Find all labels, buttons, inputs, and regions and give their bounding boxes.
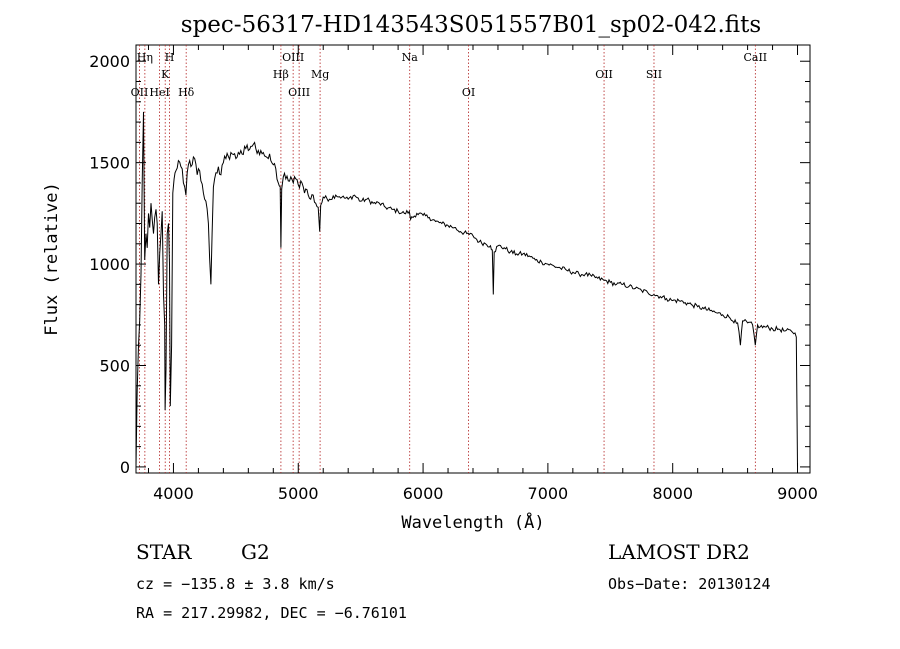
- y-tick-label: 1500: [89, 154, 130, 173]
- line-marker-label: Hβ: [273, 68, 289, 81]
- x-tick-label: 7000: [528, 484, 569, 503]
- x-tick-label: 6000: [403, 484, 444, 503]
- line-marker-label: OIII: [288, 86, 310, 99]
- axis-ticks: 4000 5000 6000 7000 8000 9000 0 500 1000 1500 2000: [89, 45, 818, 503]
- line-marker-label: K: [161, 68, 170, 81]
- line-marker-label: Mg: [311, 68, 329, 81]
- line-marker-label: OIII: [282, 51, 304, 64]
- line-marker-label: OI: [462, 86, 475, 99]
- observation-date: Obs−Date: 20130124: [608, 575, 771, 593]
- line-marker-label: H: [165, 51, 175, 64]
- x-axis-label: Wavelength (Å): [401, 511, 544, 533]
- survey-name: LAMOST DR2: [608, 540, 750, 564]
- y-axis-label: Flux (relative): [42, 182, 62, 336]
- redshift-cz: cz = −135.8 ± 3.8 km/s: [136, 575, 335, 593]
- line-marker-label: OII: [595, 68, 613, 81]
- object-class: STAR: [136, 540, 192, 564]
- plot-frame: [135, 44, 811, 474]
- y-tick-label: 500: [99, 356, 130, 375]
- y-tick-label: 2000: [89, 52, 130, 71]
- line-marker-label: Na: [402, 51, 419, 64]
- x-tick-label: 4000: [153, 484, 194, 503]
- ra-dec: RA = 217.29982, DEC = −6.76101: [136, 604, 407, 622]
- y-tick-label: 1000: [89, 255, 130, 274]
- line-marker-label: OII: [131, 86, 149, 99]
- y-tick-label: 0: [120, 458, 130, 477]
- line-marker-label: CaII: [743, 51, 767, 64]
- line-marker-label: Hη: [137, 51, 153, 64]
- object-subclass: G2: [241, 540, 270, 564]
- line-marker-label: Hδ: [178, 86, 195, 99]
- chart-title: spec-56317-HD143543S051557B01_sp02-042.f…: [181, 12, 761, 38]
- x-tick-label: 9000: [777, 484, 818, 503]
- spectrum-chart: spec-56317-HD143543S051557B01_sp02-042.f…: [42, 12, 818, 533]
- x-tick-label: 5000: [278, 484, 319, 503]
- line-marker-label: HeI: [149, 86, 169, 99]
- spectrum-line: [135, 111, 798, 467]
- x-tick-label: 8000: [652, 484, 693, 503]
- line-marker-label: SII: [646, 68, 662, 81]
